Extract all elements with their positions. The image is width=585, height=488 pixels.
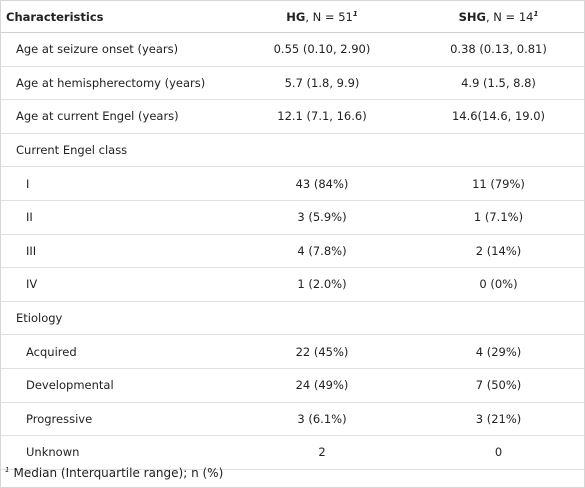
shg-value: 7 (50%) (413, 368, 584, 403)
row-label: Developmental (1, 368, 231, 403)
footnote-text: Median (Interquartile range); n (%) (13, 466, 224, 480)
hg-value: 43 (84%) (231, 166, 413, 201)
row-label: IV (1, 267, 231, 302)
header-hg-label: HG (286, 10, 306, 24)
footnote-marker: 1 (5, 466, 10, 474)
row-label: I (1, 166, 231, 201)
table-row: III 4 (7.8%) 2 (14%) (1, 234, 584, 269)
shg-value (413, 133, 584, 168)
table-row: I 43 (84%) 11 (79%) (1, 166, 584, 201)
table-row: Progressive 3 (6.1%) 3 (21%) (1, 402, 584, 437)
table-row: Age at hemispherectomy (years) 5.7 (1.8,… (1, 66, 584, 101)
shg-value: 1 (7.1%) (413, 200, 584, 235)
shg-value: 0 (413, 435, 584, 470)
table-row-group-header: Etiology (1, 301, 584, 336)
table-row: Acquired 22 (45%) 4 (29%) (1, 334, 584, 369)
hg-value: 4 (7.8%) (231, 234, 413, 269)
shg-value (413, 301, 584, 336)
group-label-engel-class: Current Engel class (1, 133, 231, 168)
header-shg-footnote-marker: 1 (533, 10, 539, 19)
row-label: Progressive (1, 402, 231, 437)
header-shg-n: , N = 14 (485, 10, 534, 24)
row-label: Age at current Engel (years) (1, 99, 231, 134)
row-label: Age at seizure onset (years) (1, 32, 231, 67)
header-hg-n: , N = 51 (305, 10, 353, 24)
row-label: Unknown (1, 435, 231, 470)
hg-value: 5.7 (1.8, 9.9) (231, 66, 413, 101)
characteristics-table: Characteristics HG, N = 511 SHG, N = 141… (1, 2, 584, 470)
shg-value: 4.9 (1.5, 8.8) (413, 66, 584, 101)
group-label-etiology: Etiology (1, 301, 231, 336)
table-footnote: 1 Median (Interquartile range); n (%) (5, 466, 223, 480)
table-row: IV 1 (2.0%) 0 (0%) (1, 267, 584, 302)
hg-value: 24 (49%) (231, 368, 413, 403)
shg-value: 14.6(14.6, 19.0) (413, 99, 584, 134)
shg-value: 3 (21%) (413, 402, 584, 437)
row-label: II (1, 200, 231, 235)
header-hg: HG, N = 511 (231, 2, 413, 33)
row-label: Acquired (1, 334, 231, 369)
table-row: Age at current Engel (years) 12.1 (7.1, … (1, 99, 584, 134)
row-label: III (1, 234, 231, 269)
header-characteristics: Characteristics (1, 2, 231, 33)
table-row: Age at seizure onset (years) 0.55 (0.10,… (1, 32, 584, 67)
hg-value: 3 (5.9%) (231, 200, 413, 235)
hg-value: 0.55 (0.10, 2.90) (231, 32, 413, 67)
hg-value: 1 (2.0%) (231, 267, 413, 302)
table-header-row: Characteristics HG, N = 511 SHG, N = 141 (1, 2, 584, 33)
table-row-group-header: Current Engel class (1, 133, 584, 168)
hg-value (231, 133, 413, 168)
hg-value: 3 (6.1%) (231, 402, 413, 437)
table-row: Unknown 2 0 (1, 435, 584, 470)
shg-value: 4 (29%) (413, 334, 584, 369)
hg-value: 12.1 (7.1, 16.6) (231, 99, 413, 134)
header-shg: SHG, N = 141 (413, 2, 584, 33)
row-label: Age at hemispherectomy (years) (1, 66, 231, 101)
hg-value: 2 (231, 435, 413, 470)
table-row: II 3 (5.9%) 1 (7.1%) (1, 200, 584, 235)
table-row: Developmental 24 (49%) 7 (50%) (1, 368, 584, 403)
shg-value: 0.38 (0.13, 0.81) (413, 32, 584, 67)
shg-value: 11 (79%) (413, 166, 584, 201)
shg-value: 2 (14%) (413, 234, 584, 269)
hg-value (231, 301, 413, 336)
header-shg-label: SHG (458, 10, 486, 24)
header-hg-footnote-marker: 1 (352, 10, 358, 19)
shg-value: 0 (0%) (413, 267, 584, 302)
hg-value: 22 (45%) (231, 334, 413, 369)
